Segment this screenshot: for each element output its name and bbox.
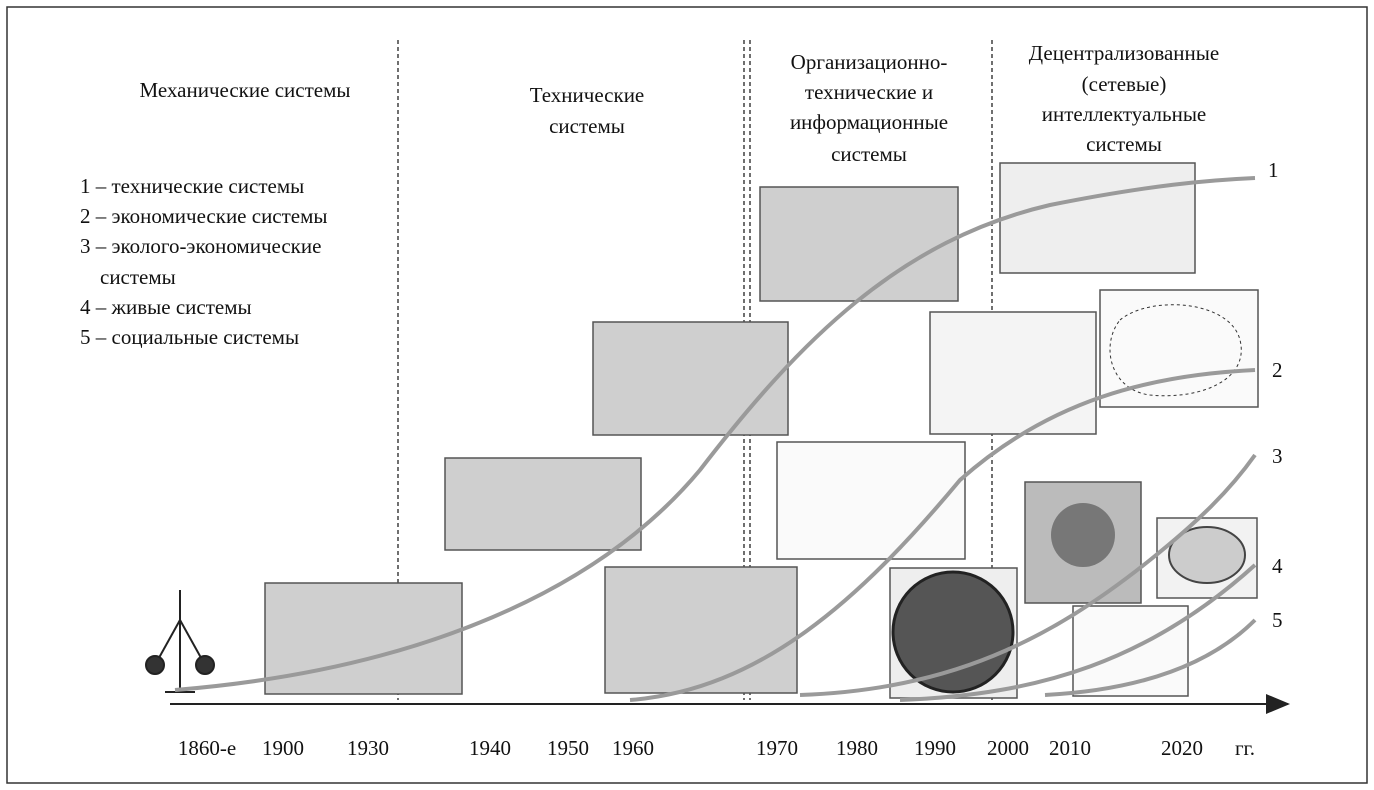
- axis-label: 2000: [987, 736, 1029, 760]
- curve-label: 4: [1272, 554, 1283, 578]
- axis-label: 1970: [756, 736, 798, 760]
- axis-label: 1860-е: [178, 736, 236, 760]
- era-title: Децентрализованные: [1029, 41, 1219, 65]
- era-title: информационные: [790, 110, 948, 134]
- era-title: Механические системы: [140, 78, 351, 102]
- axis-label: 2020: [1161, 736, 1203, 760]
- era-title: системы: [549, 114, 625, 138]
- era-title: интеллектуальные: [1042, 102, 1207, 126]
- axis-label: 1960: [612, 736, 654, 760]
- axis-label: 1990: [914, 736, 956, 760]
- axis-label: 1980: [836, 736, 878, 760]
- era-title: системы: [1086, 132, 1162, 156]
- curve-label: 1: [1268, 158, 1279, 182]
- legend-item: системы: [100, 265, 176, 289]
- axis-label: 1930: [347, 736, 389, 760]
- era-title: Организационно-: [791, 50, 948, 74]
- axis-label: 2010: [1049, 736, 1091, 760]
- legend-item: 3 – эколого-экономические: [80, 234, 321, 258]
- legend-item: 1 – технические системы: [80, 174, 304, 198]
- legend-item: 2 – экономические системы: [80, 204, 328, 228]
- axis-label: 1940: [469, 736, 511, 760]
- curve-label: 2: [1272, 358, 1283, 382]
- era-title: технические и: [805, 80, 933, 104]
- era-title: системы: [831, 142, 907, 166]
- axis-label: гг.: [1235, 736, 1255, 760]
- curve-label: 3: [1272, 444, 1283, 468]
- era-title: Технические: [530, 83, 645, 107]
- era-title: (сетевые): [1082, 72, 1167, 96]
- legend-item: 4 – живые системы: [80, 295, 252, 319]
- axis-label: 1900: [262, 736, 304, 760]
- legend-item: 5 – социальные системы: [80, 325, 299, 349]
- axis-label: 1950: [547, 736, 589, 760]
- curve-label: 5: [1272, 608, 1283, 632]
- diagram: Механические системы Технические системы…: [0, 0, 1374, 790]
